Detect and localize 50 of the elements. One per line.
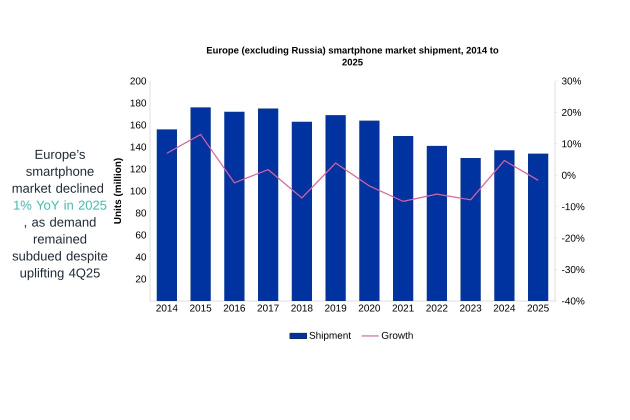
- y2-tick-label: 10%: [562, 140, 582, 148]
- y-tick-label: 120: [130, 165, 146, 173]
- x-tick-label: 2019: [325, 304, 346, 312]
- y2-tick-label: 20%: [562, 108, 582, 116]
- y2-tick-label: 30%: [562, 77, 582, 85]
- bar: [460, 158, 481, 301]
- bar: [190, 107, 211, 301]
- y2-tick-label: 0%: [562, 172, 576, 179]
- legend-label: Growth: [382, 332, 413, 339]
- bar: [156, 129, 177, 301]
- y2-tick-label: -10%: [562, 203, 584, 210]
- x-tick-label: 2017: [258, 304, 279, 312]
- x-tick-label: 2016: [224, 304, 246, 312]
- x-tick-label: 2023: [460, 304, 482, 312]
- x-tick-label: 2021: [392, 304, 414, 312]
- x-tick-label: 2015: [190, 304, 212, 312]
- line-series: [166, 134, 539, 202]
- y-tick-label: 180: [130, 99, 146, 107]
- bar: [494, 150, 515, 301]
- bar: [326, 115, 346, 301]
- y-tick-label: 200: [130, 77, 146, 85]
- legend-label: Shipment: [309, 332, 352, 341]
- y-tick-label: 100: [130, 187, 146, 195]
- x-tick-label: 2020: [358, 304, 380, 312]
- y-tick-label: 140: [130, 143, 146, 151]
- bar: [528, 154, 548, 301]
- y-tick-label: 160: [130, 121, 146, 129]
- y-axis-title: Units (million): [114, 158, 124, 224]
- bar: [258, 108, 278, 301]
- bar: [393, 136, 414, 301]
- text: , as demand remained subdued despite uplifting 4Q25: [12, 217, 108, 280]
- x-tick-label: 2022: [426, 304, 448, 312]
- bar: [359, 120, 380, 301]
- y-tick-label: 40: [136, 253, 146, 261]
- y-tick-label: 80: [136, 209, 146, 217]
- chart-title: Europe (excluding Russia) smartphone market shipment, 2014 to 2025: [206, 46, 498, 66]
- bar: [292, 122, 312, 301]
- y-tick-label: 20: [136, 275, 146, 283]
- text: 1% YoY in 2025: [14, 200, 106, 210]
- x-tick-label: 2018: [291, 304, 313, 312]
- y2-tick-label: -20%: [562, 234, 584, 242]
- text: Europe’s smartphone market declined: [12, 150, 104, 193]
- y-tick-label: 60: [136, 231, 146, 239]
- y2-tick-label: -40%: [562, 297, 584, 305]
- bar: [426, 146, 448, 301]
- y2-tick-label: -30%: [562, 266, 584, 274]
- x-tick-label: 2024: [494, 304, 516, 312]
- x-tick-label: 2014: [156, 304, 178, 312]
- x-tick-label: 2025: [528, 304, 549, 312]
- bar: [224, 112, 245, 301]
